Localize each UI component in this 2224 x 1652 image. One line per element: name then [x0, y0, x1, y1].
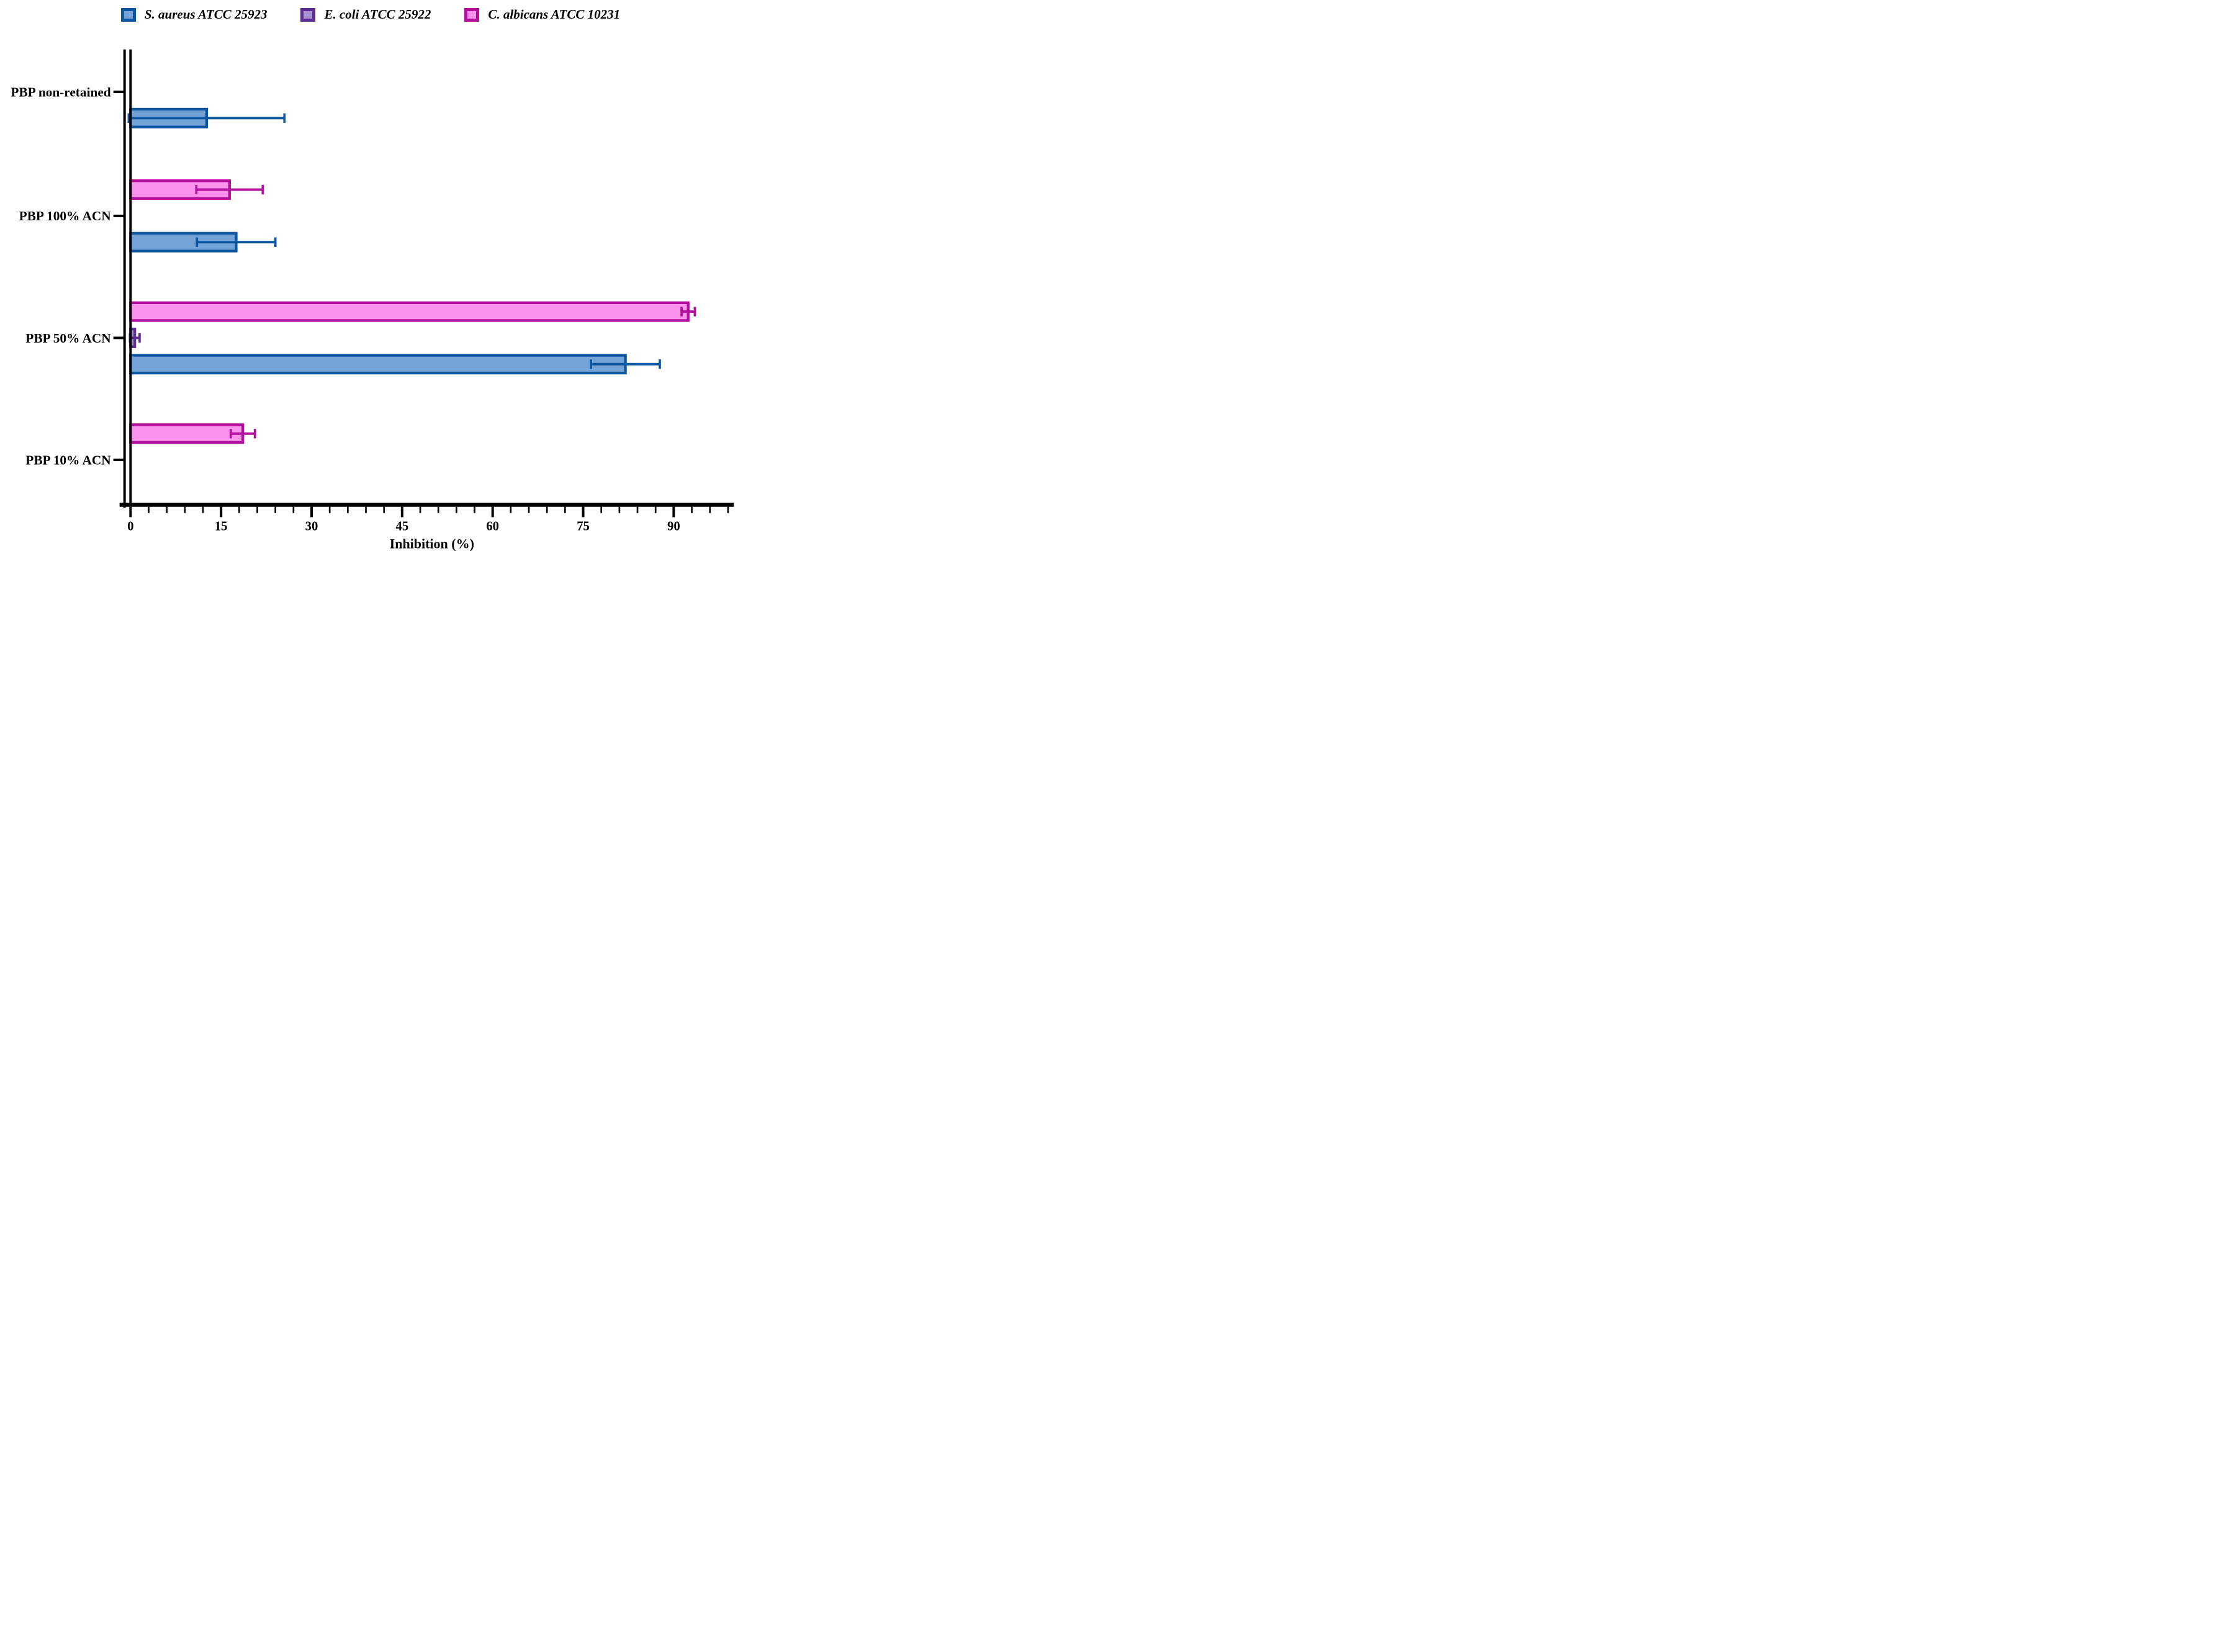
error-line — [196, 188, 263, 191]
figure: S. aureus ATCC 25923 E. coli ATCC 25922 C.… — [0, 0, 741, 552]
x-tick-label: 75 — [577, 520, 590, 534]
error-cap — [283, 113, 286, 123]
error-line — [128, 117, 285, 120]
y-category-tick — [113, 459, 124, 462]
x-minor-tick — [437, 506, 439, 513]
x-minor-tick — [148, 506, 150, 513]
legend-label: S. aureus ATCC 25923 — [144, 7, 268, 22]
x-minor-tick — [636, 506, 639, 513]
x-tick-label: 60 — [486, 520, 499, 534]
x-major-tick — [582, 506, 585, 518]
y-axis-line — [123, 49, 126, 508]
bar-series2-group1 — [129, 179, 231, 200]
legend-swatch-icon — [464, 7, 480, 22]
error-cap — [195, 184, 198, 195]
x-minor-tick — [274, 506, 276, 513]
error-cap — [253, 429, 256, 439]
x-tick-label: 90 — [667, 520, 680, 534]
error-cap — [196, 237, 199, 247]
x-minor-tick — [202, 506, 204, 513]
x-minor-tick — [456, 506, 457, 513]
x-minor-tick — [383, 506, 385, 513]
x-minor-tick — [238, 506, 240, 513]
x-tick-label: 0 — [127, 520, 133, 534]
x-axis-title: Inhibition (%) — [390, 536, 474, 551]
y-category-label: PBP 100% ACN — [19, 209, 112, 223]
error-line — [130, 336, 140, 339]
x-minor-tick — [528, 506, 530, 513]
bar-chart-svg: Inhibition (%) 0 15 30 45 60 75 90 PBP non-reta… — [11, 49, 734, 551]
error-cap — [693, 307, 696, 316]
y-category-tick — [113, 90, 124, 93]
x-tick-label: 30 — [305, 520, 318, 534]
x-minor-tick — [691, 506, 693, 513]
legend-label: E. coli ATCC 25922 — [324, 7, 431, 22]
x-minor-tick — [347, 506, 349, 513]
y-category-label: PBP 50% ACN — [25, 331, 111, 346]
x-minor-tick — [474, 506, 475, 513]
legend-label: C. albicans ATCC 10231 — [488, 7, 621, 22]
x-minor-tick — [510, 506, 512, 513]
x-major-tick — [129, 506, 132, 518]
error-cap — [127, 113, 130, 123]
x-major-tick — [672, 506, 675, 518]
error-cap — [261, 184, 264, 195]
x-major-tick — [400, 506, 403, 518]
error-line — [682, 310, 695, 313]
bar-series2-group3 — [129, 423, 245, 444]
legend-item-1: E. coli ATCC 25922 — [300, 7, 431, 22]
x-major-tick — [310, 506, 313, 518]
x-minor-tick — [365, 506, 367, 513]
error-line — [230, 432, 255, 435]
x-minor-tick — [709, 506, 711, 513]
y-category-label: PBP non-retained — [11, 84, 110, 99]
x-minor-tick — [256, 506, 258, 513]
bar-series2-group2 — [129, 301, 690, 322]
y-category-tick — [113, 336, 124, 339]
zero-baseline — [129, 49, 132, 503]
x-minor-tick — [654, 506, 657, 513]
x-axis-line — [119, 503, 734, 507]
bar-series0-group2 — [129, 354, 627, 375]
x-tick-label: 45 — [396, 520, 409, 534]
legend-item-2: C. albicans ATCC 10231 — [464, 7, 620, 22]
x-minor-tick — [292, 506, 295, 513]
legend: S. aureus ATCC 25923 E. coli ATCC 25922 C.… — [0, 0, 741, 27]
legend-swatch-icon — [300, 7, 316, 22]
error-cap — [680, 307, 683, 316]
error-cap — [659, 359, 661, 369]
x-major-tick — [220, 506, 223, 518]
x-minor-tick — [727, 506, 729, 513]
x-minor-tick — [600, 506, 603, 513]
x-minor-tick — [618, 506, 621, 513]
x-major-tick — [491, 506, 494, 518]
error-cap — [229, 429, 232, 439]
legend-item-0: S. aureus ATCC 25923 — [120, 7, 268, 22]
error-line — [197, 241, 276, 244]
x-tick-label: 15 — [215, 520, 228, 534]
error-cap — [138, 333, 141, 343]
error-cap — [590, 359, 593, 369]
x-minor-tick — [419, 506, 421, 513]
legend-swatch-icon — [120, 7, 136, 22]
x-minor-tick — [546, 506, 548, 513]
x-minor-tick — [328, 506, 331, 513]
x-minor-tick — [166, 506, 168, 513]
y-category-tick — [113, 214, 124, 217]
y-category-label: PBP 10% ACN — [25, 452, 111, 467]
error-cap — [274, 237, 277, 247]
x-minor-tick — [184, 506, 186, 513]
error-line — [591, 362, 660, 366]
x-minor-tick — [564, 506, 566, 513]
